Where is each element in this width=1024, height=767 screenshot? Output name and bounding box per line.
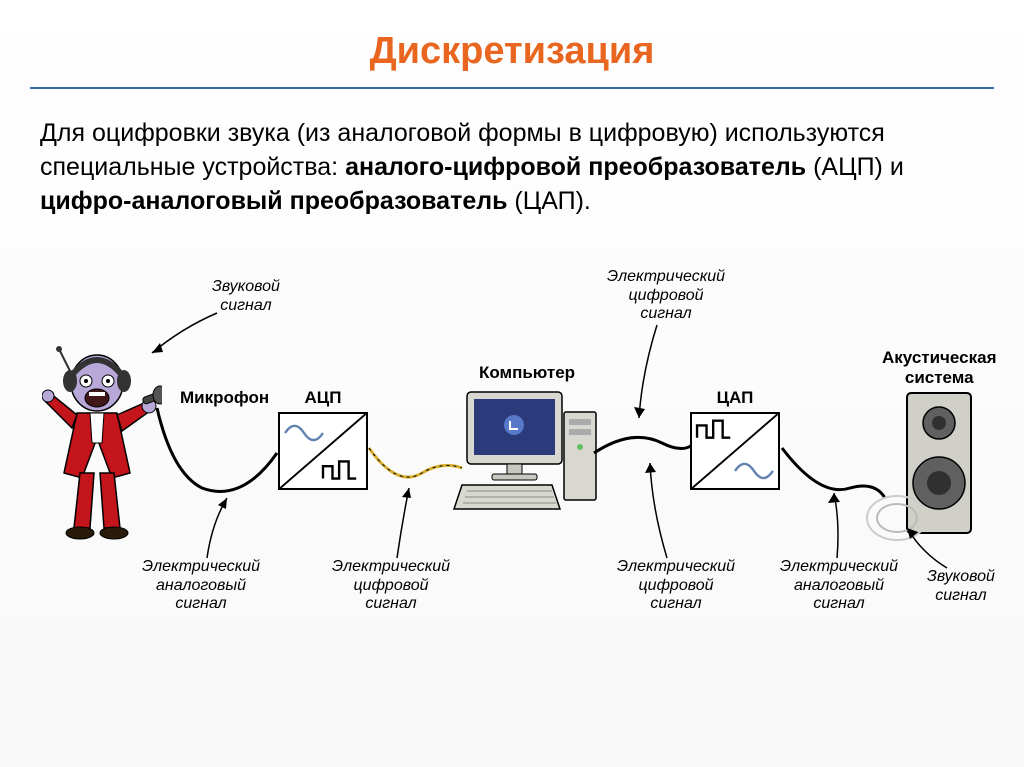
signal-flow-diagram: Звуковой сигнал Микрофон АЦП bbox=[32, 248, 992, 648]
adc-box-icon bbox=[278, 412, 368, 490]
elec-digital-2-arrow bbox=[642, 458, 692, 563]
computer-icon bbox=[452, 387, 602, 522]
cable-computer-dac bbox=[592, 423, 697, 473]
elec-digital-1-label: Электрический цифровой сигнал bbox=[332, 558, 450, 612]
cable-mic-adc bbox=[152, 403, 282, 513]
microphone-label: Микрофон bbox=[180, 388, 269, 408]
adc-label: АЦП bbox=[278, 388, 368, 408]
speaker-node: Акустическая система bbox=[882, 348, 996, 553]
elec-analog-2-callout: Электрический аналоговый сигнал bbox=[780, 558, 898, 613]
speaker-label: Акустическая система bbox=[882, 348, 996, 388]
desc-bold1: аналого-цифровой преобразователь bbox=[345, 153, 806, 181]
elec-digital-2-callout: Электрический цифровой сигнал bbox=[617, 558, 735, 613]
elec-digital-2-label: Электрический цифровой сигнал bbox=[617, 558, 735, 612]
dac-label: ЦАП bbox=[690, 388, 780, 408]
sound-signal-bottom-callout: Звуковой сигнал bbox=[927, 568, 995, 605]
desc-bold2: цифро-аналоговый преобразователь bbox=[40, 187, 507, 215]
elec-digital-top-label: Электрический цифровой сигнал bbox=[607, 268, 725, 322]
elec-digital-top-callout: Электрический цифровой сигнал bbox=[607, 268, 725, 323]
elec-digital-1-callout: Электрический цифровой сигнал bbox=[332, 558, 450, 613]
computer-label: Компьютер bbox=[452, 363, 602, 383]
elec-digital-1-arrow bbox=[387, 483, 427, 563]
cable-dac-speaker bbox=[780, 443, 890, 513]
dac-node: ЦАП bbox=[690, 388, 780, 490]
elec-analog-1-arrow bbox=[192, 493, 242, 563]
page-title: Дискретизация bbox=[30, 20, 994, 89]
sound-signal-bottom-label: Звуковой сигнал bbox=[927, 568, 995, 603]
elec-digital-top-arrow bbox=[627, 323, 677, 423]
adc-node: АЦП bbox=[278, 388, 368, 490]
singer-icon bbox=[42, 343, 162, 543]
desc-text2: (АЦП) и bbox=[806, 153, 904, 181]
computer-node: Компьютер bbox=[452, 363, 602, 522]
elec-analog-1-label: Электрический аналоговый сигнал bbox=[142, 558, 260, 612]
mic-text: Микрофон bbox=[180, 388, 269, 408]
description: Для оцифровки звука (из аналоговой формы… bbox=[30, 117, 994, 218]
elec-analog-2-arrow bbox=[822, 488, 862, 563]
sound-signal-label: Звуковой сигнал bbox=[212, 278, 280, 313]
elec-analog-2-label: Электрический аналоговый сигнал bbox=[780, 558, 898, 612]
elec-analog-1-callout: Электрический аналоговый сигнал bbox=[142, 558, 260, 613]
desc-text3: (ЦАП). bbox=[507, 187, 590, 215]
speaker-icon bbox=[882, 388, 996, 553]
dac-box-icon bbox=[690, 412, 780, 490]
sound-signal-callout: Звуковой сигнал bbox=[212, 278, 280, 315]
